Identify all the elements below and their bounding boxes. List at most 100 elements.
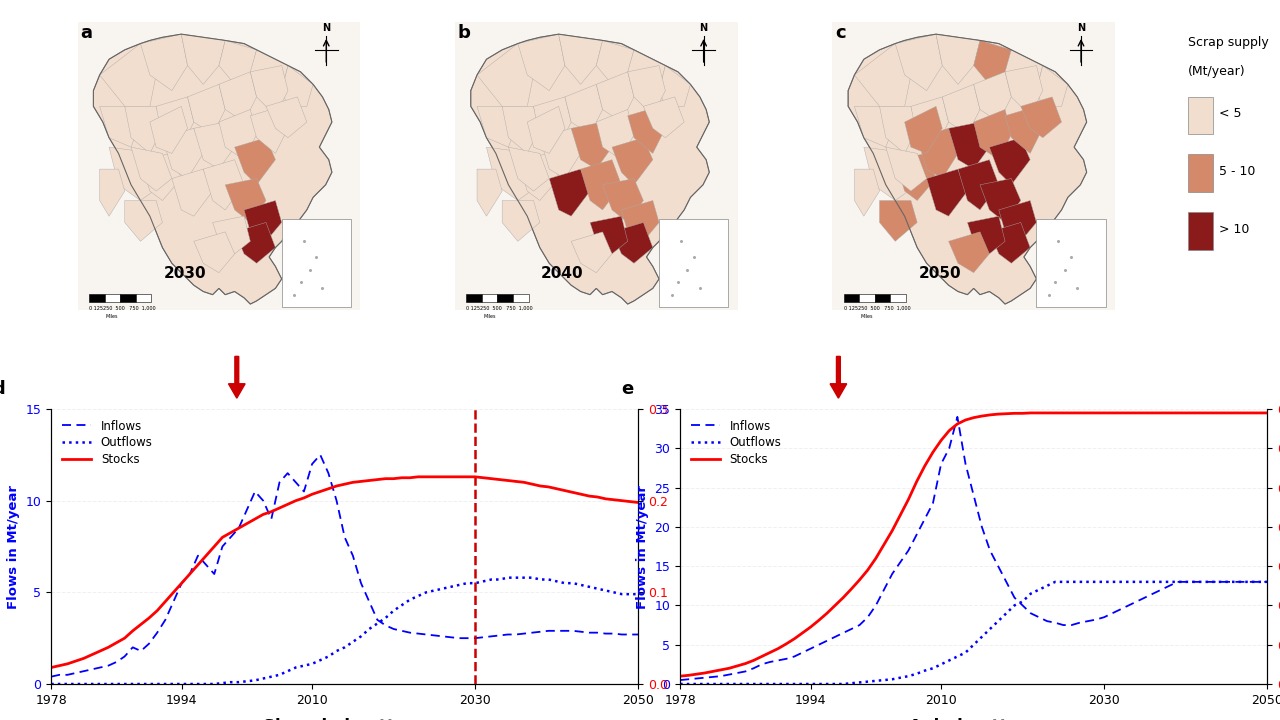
Polygon shape — [188, 84, 225, 135]
Outflows — [868, 677, 883, 685]
Polygon shape — [518, 153, 558, 200]
Inflows — [803, 644, 818, 653]
Polygon shape — [886, 147, 927, 191]
Polygon shape — [141, 153, 182, 200]
Stocks — [239, 519, 255, 528]
Polygon shape — [282, 66, 314, 107]
Bar — [891, 294, 906, 302]
Polygon shape — [124, 200, 163, 241]
Text: N: N — [700, 23, 708, 33]
Line: Stocks: Stocks — [680, 413, 1267, 676]
Polygon shape — [502, 200, 540, 241]
Polygon shape — [927, 169, 968, 216]
Polygon shape — [109, 147, 163, 200]
Polygon shape — [502, 107, 540, 153]
Polygon shape — [477, 107, 518, 147]
Outflows — [557, 579, 572, 588]
Text: 5 - 10: 5 - 10 — [1219, 166, 1254, 179]
Text: (Mt/year): (Mt/year) — [1188, 65, 1245, 78]
Legend: Inflows, Outflows, Stocks: Inflows, Outflows, Stocks — [686, 415, 786, 470]
Inflows — [672, 676, 687, 685]
Stocks — [411, 472, 426, 481]
Polygon shape — [193, 232, 234, 273]
Stocks — [557, 486, 572, 495]
Polygon shape — [477, 169, 502, 216]
Outflows — [541, 575, 557, 584]
Inflows — [950, 413, 965, 421]
Polygon shape — [534, 97, 571, 147]
Polygon shape — [486, 147, 540, 200]
Polygon shape — [968, 216, 1005, 254]
Inflows — [1260, 577, 1275, 586]
Outflows — [337, 643, 352, 652]
Polygon shape — [974, 40, 1011, 84]
Inflows — [541, 626, 557, 635]
Stocks — [1023, 409, 1038, 418]
Polygon shape — [219, 109, 256, 160]
Stocks — [1260, 409, 1275, 418]
Y-axis label: Stocks in Gt: Stocks in Gt — [676, 501, 689, 592]
Polygon shape — [627, 66, 666, 116]
Inflows — [1211, 577, 1226, 586]
Legend: Inflows, Outflows, Stocks: Inflows, Outflows, Stocks — [58, 415, 157, 470]
Bar — [513, 294, 529, 302]
Bar — [481, 294, 498, 302]
Polygon shape — [948, 122, 989, 169]
Outflows — [239, 677, 255, 685]
Polygon shape — [918, 128, 957, 179]
Text: 2040: 2040 — [541, 266, 584, 282]
Polygon shape — [895, 34, 942, 91]
Text: Scrap supply: Scrap supply — [1188, 36, 1268, 49]
Polygon shape — [156, 97, 193, 147]
Bar — [874, 294, 891, 302]
Bar — [1188, 154, 1212, 192]
Text: e: e — [622, 380, 634, 398]
Stocks — [1211, 409, 1226, 418]
Text: 0 125250  500   750  1,000: 0 125250 500 750 1,000 — [466, 305, 532, 310]
Text: N: N — [1076, 23, 1085, 33]
Polygon shape — [549, 169, 590, 216]
Text: N: N — [323, 23, 330, 33]
Bar — [90, 294, 105, 302]
Inflows — [581, 629, 596, 637]
Inflows — [631, 630, 646, 639]
Polygon shape — [895, 153, 936, 200]
Polygon shape — [942, 84, 980, 135]
Polygon shape — [590, 216, 627, 254]
Outflows — [1211, 577, 1226, 586]
Polygon shape — [234, 222, 275, 264]
Text: d: d — [0, 380, 5, 398]
Text: < 5: < 5 — [1219, 107, 1242, 120]
Polygon shape — [879, 107, 918, 153]
Polygon shape — [879, 200, 918, 241]
Polygon shape — [1005, 66, 1043, 116]
Polygon shape — [225, 179, 266, 222]
Stocks — [1187, 409, 1202, 418]
Stocks — [541, 482, 557, 491]
Polygon shape — [936, 34, 980, 84]
Stocks — [803, 623, 818, 631]
Polygon shape — [621, 200, 659, 241]
Text: b: b — [458, 24, 471, 42]
Polygon shape — [266, 97, 307, 138]
Outflows — [44, 680, 59, 688]
X-axis label: Shanghai pattern: Shanghai pattern — [264, 718, 426, 720]
Polygon shape — [1005, 107, 1043, 153]
Polygon shape — [1020, 97, 1061, 138]
Bar — [1188, 96, 1212, 134]
Polygon shape — [518, 34, 564, 91]
Polygon shape — [172, 169, 212, 216]
Outflows — [500, 573, 516, 582]
Polygon shape — [100, 44, 156, 107]
Polygon shape — [571, 122, 612, 169]
Outflows — [581, 582, 596, 591]
Stocks — [44, 663, 59, 672]
Polygon shape — [219, 40, 256, 84]
Line: Outflows: Outflows — [51, 577, 639, 684]
Inflows — [44, 672, 59, 681]
Stocks — [581, 492, 596, 500]
Inflows — [1187, 577, 1202, 586]
Polygon shape — [163, 128, 204, 179]
Polygon shape — [212, 216, 251, 254]
Polygon shape — [612, 222, 653, 264]
